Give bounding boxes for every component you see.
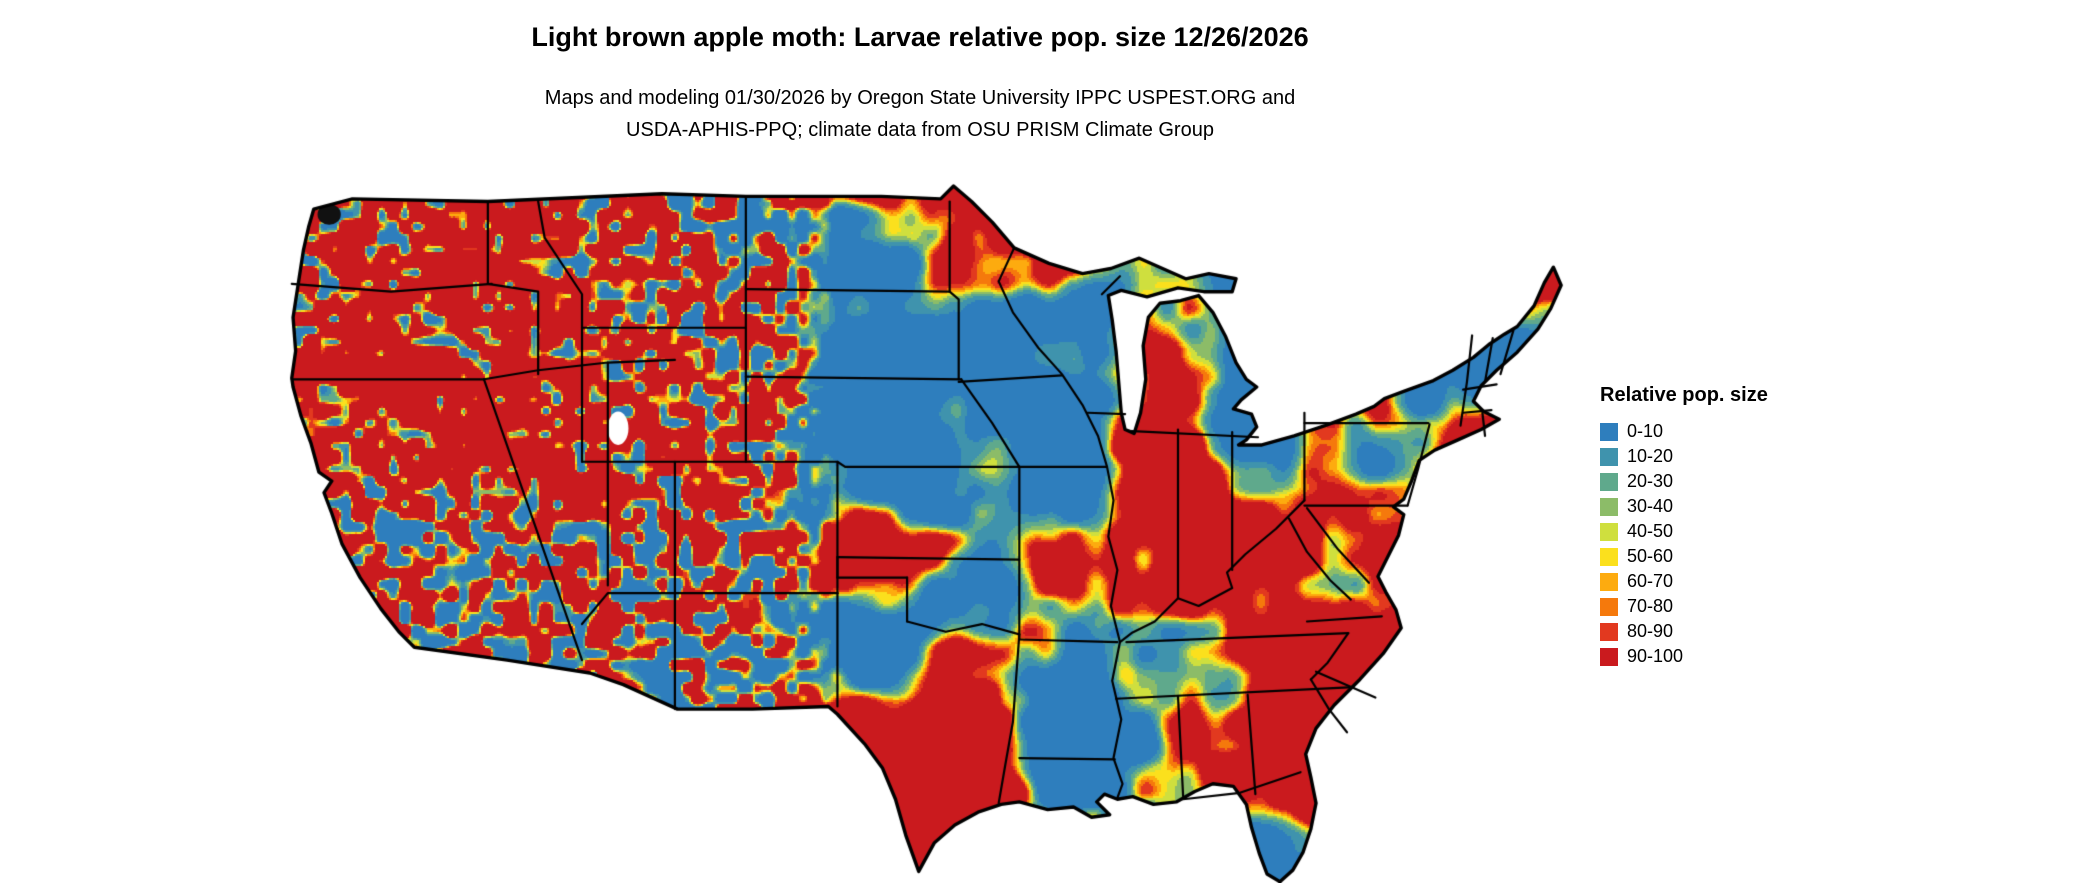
legend-swatch — [1600, 622, 1618, 641]
legend-swatch — [1600, 647, 1618, 666]
legend-label: 50-60 — [1627, 546, 1674, 566]
us-map-canvas — [275, 168, 1565, 883]
legend-item-50-60: 50-60 — [1600, 544, 1840, 569]
legend-swatch — [1600, 447, 1618, 466]
legend-swatch — [1600, 522, 1618, 541]
legend-swatch — [1600, 422, 1618, 441]
legend: Relative pop. size 0-10 10-20 20-30 30-40 40… — [1600, 384, 1840, 669]
legend-item-90-100: 90-100 — [1600, 644, 1840, 669]
map-subtitle-line1: Maps and modeling 01/30/2026 by Oregon S… — [544, 87, 1296, 109]
legend-label: 0-10 — [1627, 421, 1664, 441]
legend-swatch — [1600, 547, 1618, 566]
legend-item-60-70: 60-70 — [1600, 569, 1840, 594]
legend-label: 20-30 — [1627, 471, 1674, 491]
legend-label: 80-90 — [1627, 621, 1674, 641]
legend-item-0-10: 0-10 — [1600, 419, 1840, 444]
legend-swatch — [1600, 472, 1618, 491]
legend-label: 30-40 — [1627, 496, 1674, 516]
legend-item-30-40: 30-40 — [1600, 494, 1840, 519]
legend-item-40-50: 40-50 — [1600, 519, 1840, 544]
map-subtitle-line2: USDA-APHIS-PPQ; climate data from OSU PR… — [626, 119, 1214, 141]
map-subtitle: Maps and modeling 01/30/2026 by Oregon S… — [0, 82, 1840, 146]
map-title: Light brown apple moth: Larvae relative … — [531, 22, 1309, 52]
legend-swatch — [1600, 572, 1618, 591]
legend-title: Relative pop. size — [1600, 384, 1768, 406]
legend-label: 40-50 — [1627, 521, 1674, 541]
legend-label: 70-80 — [1627, 596, 1674, 616]
legend-swatch — [1600, 597, 1618, 616]
legend-item-10-20: 10-20 — [1600, 444, 1840, 469]
legend-items: 0-10 10-20 20-30 30-40 40-50 50-60 60-70 70-80 8… — [1600, 419, 1840, 669]
legend-label: 10-20 — [1627, 446, 1674, 466]
legend-label: 90-100 — [1627, 646, 1684, 666]
us-map — [275, 168, 1565, 883]
legend-item-80-90: 80-90 — [1600, 619, 1840, 644]
legend-label: 60-70 — [1627, 571, 1674, 591]
legend-item-70-80: 70-80 — [1600, 594, 1840, 619]
legend-swatch — [1600, 497, 1618, 516]
legend-item-20-30: 20-30 — [1600, 469, 1840, 494]
